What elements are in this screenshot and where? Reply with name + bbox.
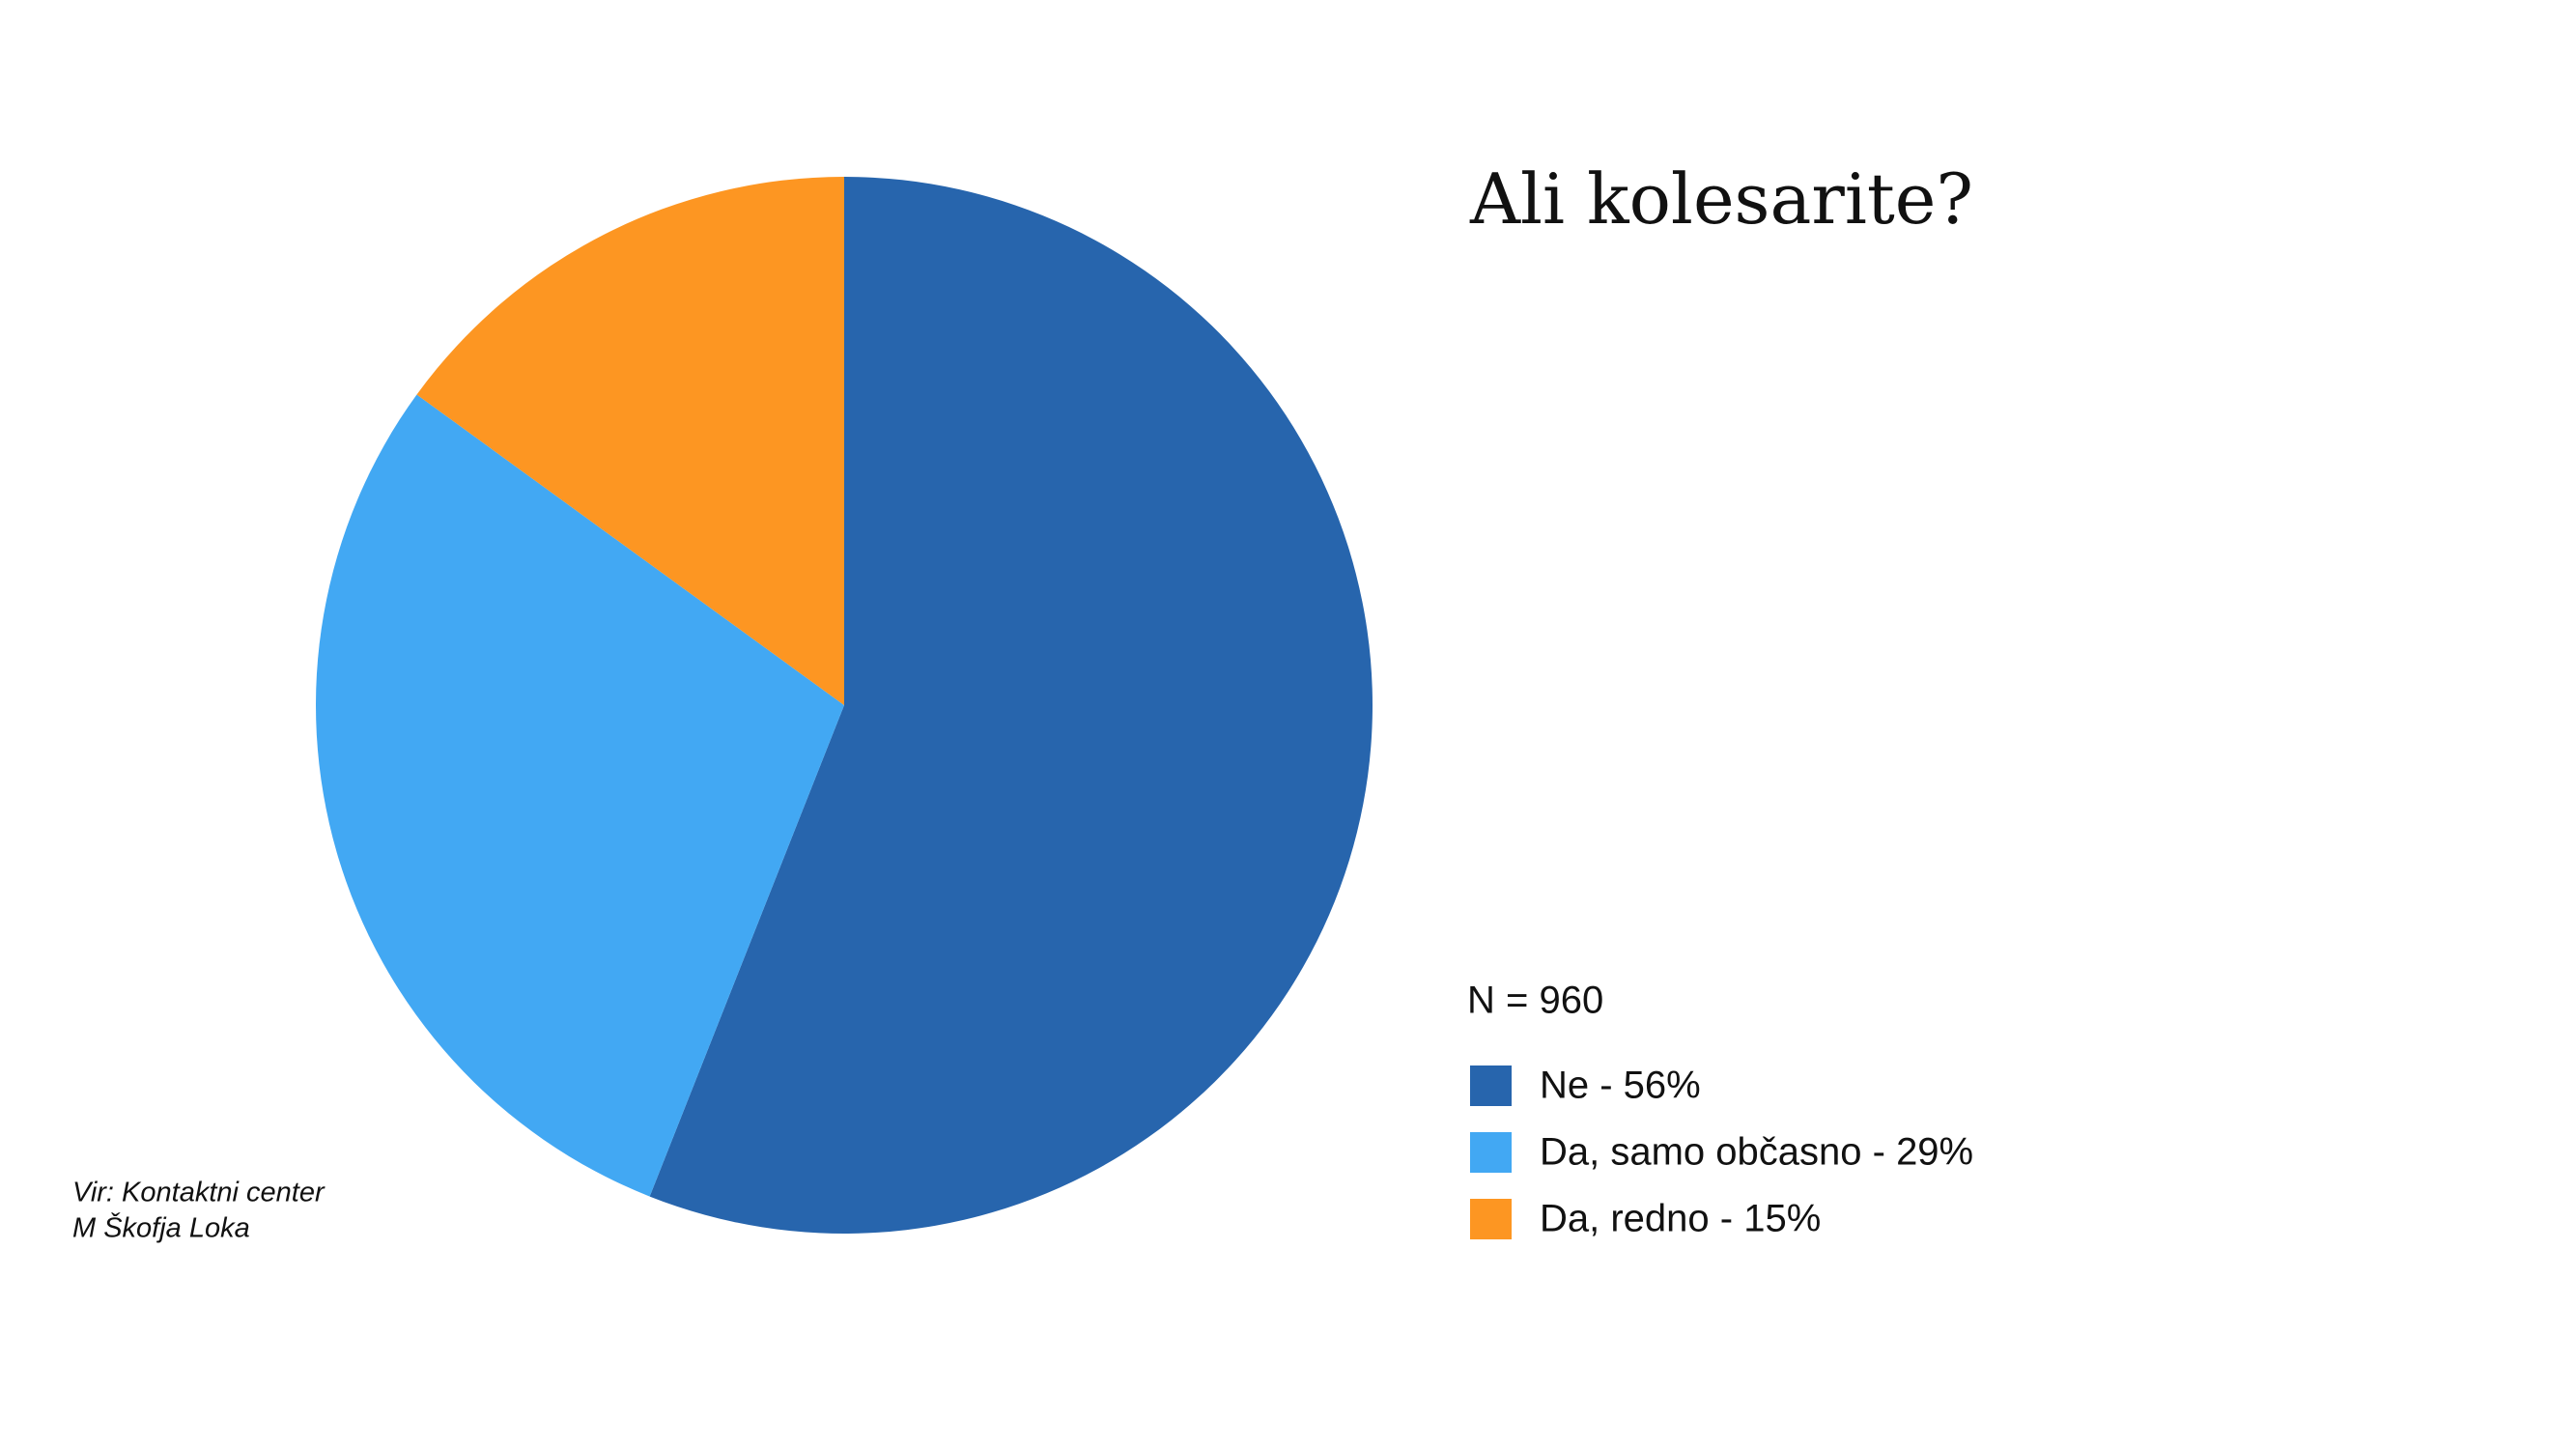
legend-label: Da, samo občasno - 29% — [1540, 1131, 1973, 1174]
sample-size-note: N = 960 — [1467, 980, 1603, 1022]
legend-label: Da, redno - 15% — [1540, 1198, 1821, 1240]
legend: Ne - 56% Da, samo občasno - 29% Da, redno … — [1470, 1065, 1973, 1240]
pie-slice — [649, 177, 1373, 1234]
source-line: M Škofja Loka — [72, 1211, 250, 1244]
legend-swatch — [1470, 1199, 1512, 1239]
legend-swatch — [1470, 1065, 1512, 1106]
pie-slice — [416, 176, 844, 705]
source-line: Vir: Kontaktni center — [72, 1178, 326, 1208]
pie-slice — [315, 394, 844, 1197]
legend-label: Ne - 56% — [1540, 1065, 1701, 1107]
chart-title: Ali kolesarite? — [1469, 158, 1973, 240]
pie — [315, 176, 1373, 1234]
legend-swatch — [1470, 1132, 1512, 1173]
